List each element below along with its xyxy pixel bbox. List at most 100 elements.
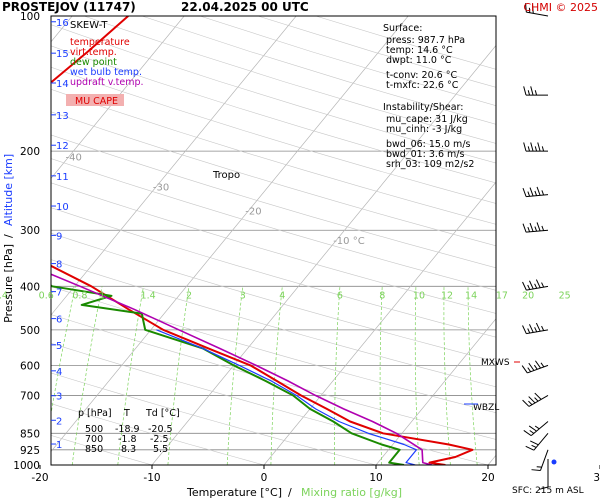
table-cell: 700 (85, 434, 103, 445)
isotherm-line (51, 16, 409, 453)
x-axis-title-temp: Temperature [°C] (186, 486, 282, 499)
table-cell: 5.5 (153, 444, 168, 455)
mixing-ratio-label: 3 (240, 290, 246, 301)
surface-info: Surface: press: 987.7 hPa temp: 14.6 °C … (383, 23, 474, 170)
dry-adiabat (51, 286, 496, 414)
dry-adiabat (51, 403, 265, 465)
instability-line: srh_03: 109 m2/s2 (386, 159, 474, 170)
isotherm-line (51, 16, 185, 179)
wind-barb-flag (525, 445, 535, 451)
wind-barb-flag (527, 146, 531, 152)
wind-barb-flag (529, 324, 534, 333)
wind-barb (540, 449, 549, 471)
wetbulb-line (156, 329, 418, 465)
wind-barb-flag (527, 328, 531, 334)
mxws-label: MXWS (481, 358, 510, 368)
axis-ticks: 10020030040050060070085092510000.20.40.6… (0, 11, 600, 484)
table-cell: 850 (85, 444, 103, 455)
x-tick-label: 0 (261, 472, 268, 484)
wind-barb-flag (534, 146, 538, 152)
level-table: p [hPa] T Td [°C] 500 -18.9 -20.5 700 -1… (78, 408, 180, 455)
dry-adiabat (51, 314, 496, 440)
table-cell: -2.5 (150, 434, 169, 445)
x-axis-title: Temperature [°C] / Mixing ratio [g/kg] (186, 486, 402, 499)
isotherm-label: -10 °C (333, 236, 365, 247)
sfc-label: SFC: 215 m ASL (512, 486, 584, 496)
wind-barb-flag (522, 187, 527, 197)
wind-barb-flag (541, 190, 545, 196)
wind-barb-flag (523, 86, 527, 96)
instability-line: bwd_06: 15.0 m/s (386, 139, 471, 150)
mixing-ratio-label: 4 (279, 290, 285, 301)
wind-barb-flag (530, 86, 534, 96)
mixing-ratio-line (71, 286, 103, 465)
dewpoint-line (51, 284, 405, 465)
wind-barb-flag (541, 225, 545, 231)
dry-adiabat (51, 88, 496, 225)
wind-barb-flag (527, 226, 531, 233)
surface-tconv: t-conv: 20.6 °C (386, 70, 457, 81)
altitude-tick-label: 4 (56, 367, 62, 378)
table-header: p [hPa] (78, 408, 112, 419)
pressure-tick-label: 925 (20, 445, 40, 457)
y-axis-title: Pressure [hPa] / Altitude [km] (2, 154, 15, 323)
altitude-tick-label: 9 (56, 231, 62, 242)
isotherm-line (151, 44, 496, 465)
surface-dwpt: dwpt: 11.0 °C (386, 55, 452, 66)
dry-adiabat (141, 16, 496, 125)
mixing-ratio-line (270, 286, 283, 465)
mixing-ratio-line (379, 286, 383, 465)
mixing-ratio-label: 0.6 (39, 290, 54, 301)
surface-press: press: 987.7 hPa (386, 35, 465, 46)
dry-adiabat (51, 66, 496, 204)
instability-line: mu_cinh: -3 J/kg (386, 124, 462, 135)
table-cell: -18.9 (115, 424, 140, 435)
altitude-tick-label: 14 (56, 79, 69, 90)
wind-barb-flag (530, 142, 534, 152)
mixing-ratio-label: 17 (496, 290, 508, 301)
mu-cape-label: MU CAPE (75, 96, 118, 107)
wind-barb-flag (523, 430, 532, 437)
wind-barb-flag (534, 360, 541, 369)
isotherm-label: -20 (245, 207, 261, 218)
dry-adiabat (51, 259, 496, 388)
wind-barb (526, 329, 549, 335)
pressure-tick-label: 1000 (13, 460, 40, 472)
dry-adiabat (51, 342, 489, 465)
isotherm-line (263, 181, 496, 465)
x-axis-title-mix: Mixing ratio [g/kg] (301, 486, 402, 499)
temperature-line (51, 16, 474, 465)
wind-barbs (521, 3, 557, 490)
wind-barb-flag (534, 327, 538, 333)
station-title: PROSTEJOV (11747) (2, 0, 136, 14)
y-axis-title-altitude: Altitude [km] (2, 154, 15, 226)
wind-barb-flag (534, 90, 538, 96)
altitude-tick-label: 2 (56, 416, 62, 427)
table-header: Td [°C] (145, 408, 180, 419)
mixing-ratio-line (117, 286, 144, 465)
wind-barb-flag (534, 283, 538, 289)
x-tick-label: -10 (143, 472, 160, 484)
x-axis-title-sep: / (288, 486, 292, 499)
mixing-ratio-line (562, 286, 582, 465)
wind-barb-flag (535, 322, 541, 332)
instability-line: mu_cape: 31 J/kg (386, 114, 468, 125)
altitude-tick-label: 13 (56, 111, 69, 122)
pressure-tick-label: 700 (20, 390, 40, 402)
wind-barb-flag (522, 223, 527, 233)
wind-barb-flag (527, 191, 531, 197)
plot-frame (50, 15, 497, 466)
altitude-tick-label: 10 (56, 202, 69, 213)
table-cell: 8.3 (121, 444, 136, 455)
wind-barb-flag (527, 367, 532, 372)
wind-barb-flag (536, 222, 541, 232)
wind-barb (530, 421, 549, 437)
pressure-tick-label: 600 (20, 360, 40, 372)
dry-adiabat (51, 232, 496, 362)
altitude-tick-label: 5 (56, 341, 62, 352)
legend-item-virt-temp: virt.temp. (70, 47, 117, 58)
pressure-tick-label: 500 (20, 325, 40, 337)
altitude-tick-label: 11 (56, 172, 69, 183)
wind-barb (526, 229, 549, 233)
mixing-ratio-line (499, 286, 512, 465)
